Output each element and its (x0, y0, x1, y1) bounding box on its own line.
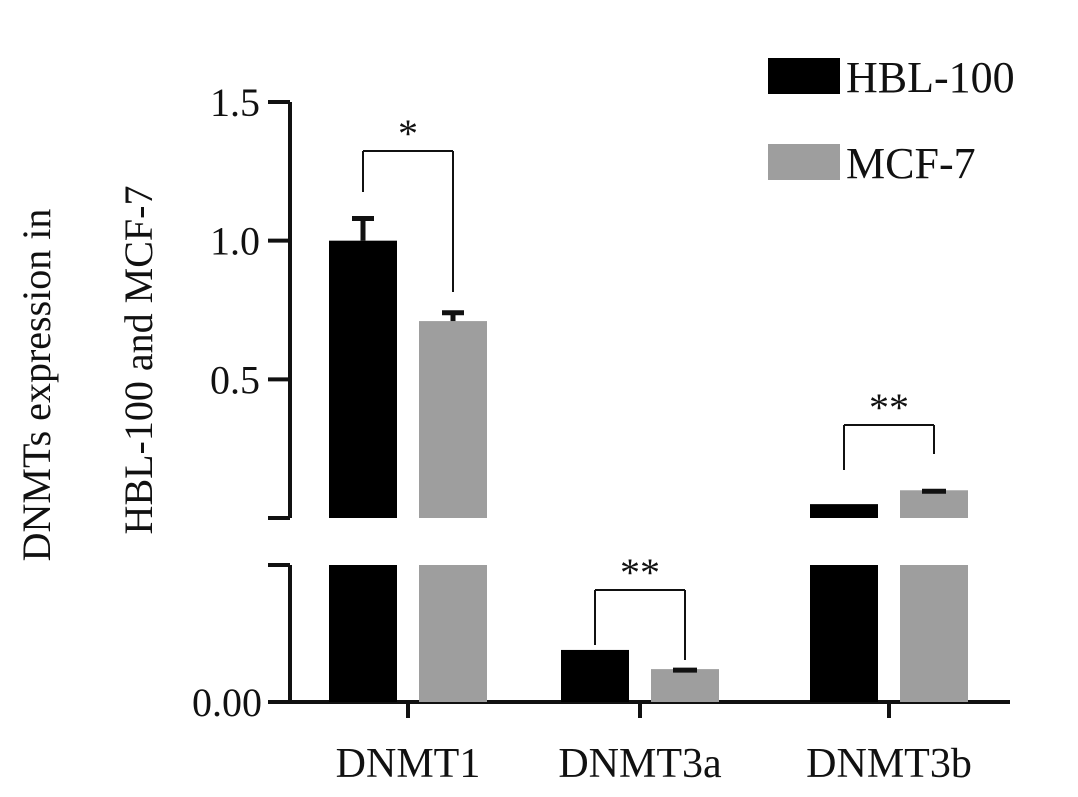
bar (419, 565, 487, 702)
bars (329, 215, 968, 702)
y-axis-label: DNMTs expression in HBL-100 and MCF-7 (14, 186, 161, 562)
legend: HBL-100 MCF-7 (768, 53, 1015, 188)
bar (810, 504, 878, 518)
significance-label: * (398, 111, 418, 156)
legend-swatch (768, 144, 840, 180)
bar (651, 669, 719, 702)
y-tick-label: 0.00 (192, 680, 262, 725)
bar (900, 565, 968, 702)
bar (329, 240, 397, 518)
bar (561, 649, 629, 702)
y-tick-label: 1.5 (210, 80, 260, 125)
y-tick-label: 1.0 (210, 219, 260, 264)
axes: 0.5 1.0 1.5 0.00 DNMT1 DNMT3a DNMT3b (192, 80, 1010, 787)
bar (810, 565, 878, 702)
x-tick-label: DNMT3a (558, 741, 722, 787)
x-tick-label: DNMT3b (806, 741, 972, 787)
legend-label: MCF-7 (846, 139, 976, 188)
legend-swatch (768, 58, 840, 94)
significance-markers: ***** (362, 111, 935, 660)
bar (329, 565, 397, 702)
legend-label: HBL-100 (846, 53, 1015, 102)
x-tick-label: DNMT1 (336, 741, 481, 787)
significance-label: ** (869, 385, 909, 430)
y-tick-label: 0.5 (210, 357, 260, 402)
bar (419, 321, 487, 518)
y-axis-label-line-2: HBL-100 and MCF-7 (116, 186, 161, 535)
bar (900, 490, 968, 518)
y-axis-label-line-1: DNMTs expression in (14, 209, 59, 562)
significance-label: ** (620, 550, 660, 595)
